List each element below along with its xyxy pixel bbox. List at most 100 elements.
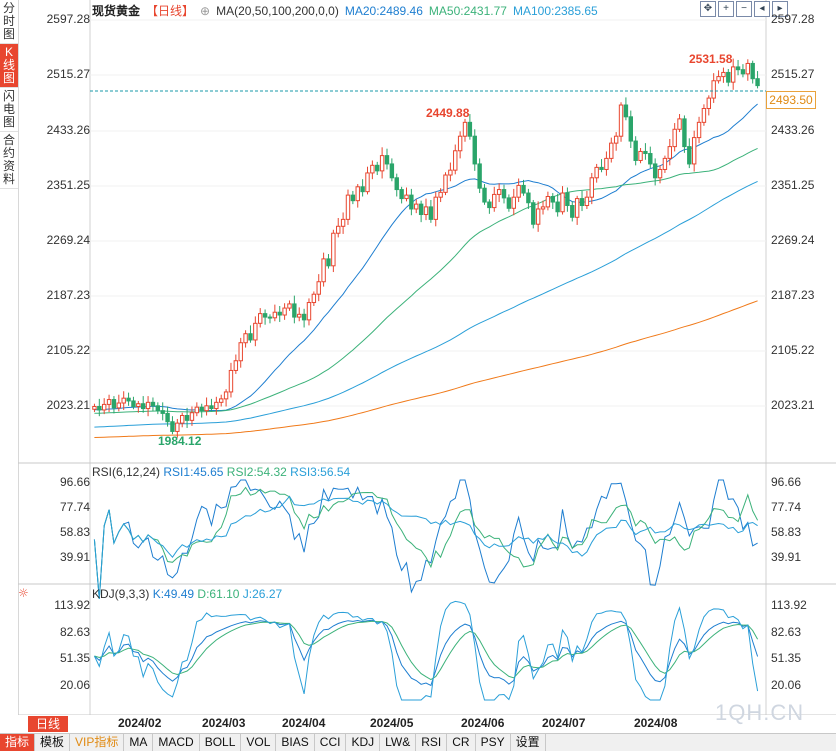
- candle-body: [170, 421, 175, 432]
- candle-body: [623, 104, 629, 118]
- price-tick-right: 2023.21: [771, 398, 815, 412]
- price-tick-right: 2597.28: [771, 12, 815, 26]
- candle-body: [204, 405, 209, 412]
- candle-body: [384, 155, 390, 165]
- tab-boll[interactable]: BOLL: [200, 734, 242, 751]
- rsi-tick-right: 58.83: [771, 525, 802, 539]
- candle-body: [277, 311, 282, 316]
- tab-contract-info[interactable]: 合约资料: [0, 132, 18, 189]
- tab-vol[interactable]: VOL: [241, 734, 277, 751]
- tab-rsi[interactable]: RSI: [416, 734, 448, 751]
- candle-body: [155, 405, 161, 412]
- time-axis: 2024/02 2024/03 2024/04 2024/05 2024/06 …: [18, 715, 836, 733]
- candle-body: [209, 405, 214, 410]
- tab-cci[interactable]: CCI: [315, 734, 347, 751]
- month-label: 2024/02: [118, 716, 162, 730]
- candle-body: [589, 177, 594, 198]
- candle-body: [755, 78, 760, 87]
- add-icon[interactable]: ⊕: [200, 4, 211, 18]
- tab-macd[interactable]: MACD: [153, 734, 200, 751]
- candle-body: [628, 116, 633, 142]
- kdj-tick-right: 20.06: [771, 678, 802, 692]
- price-tick-right: 2105.22: [771, 343, 815, 357]
- j-line: [93, 600, 759, 701]
- tab-psy[interactable]: PSY: [476, 734, 511, 751]
- zoom-out-icon[interactable]: −: [736, 1, 752, 17]
- candle-body: [243, 333, 248, 344]
- rsi-tick-right: 39.91: [771, 550, 802, 564]
- candle-body: [175, 422, 180, 432]
- price-tick-left: 2433.26: [46, 123, 90, 137]
- price-tick-right: 2351.25: [771, 178, 815, 192]
- candle-body: [652, 163, 658, 179]
- candle-body: [282, 307, 287, 316]
- tab-cr[interactable]: CR: [447, 734, 476, 751]
- zoom-in-icon[interactable]: +: [718, 1, 734, 17]
- price-tick-left: 2023.21: [46, 398, 90, 412]
- month-label: 2024/06: [461, 716, 505, 730]
- candles: [92, 58, 760, 438]
- candle-body: [638, 150, 643, 161]
- period-button[interactable]: 日线: [28, 716, 68, 732]
- candle-body: [248, 333, 253, 341]
- candle-body: [599, 166, 604, 170]
- month-label: 2024/03: [202, 716, 246, 730]
- tab-kdj[interactable]: KDJ: [346, 734, 381, 751]
- candle-body: [375, 164, 380, 172]
- rsi-lines: [93, 479, 759, 599]
- kline-chart[interactable]: 2449.88 2531.58 1984.12 ☼: [0, 0, 836, 715]
- candle-body: [521, 184, 526, 194]
- tab-timeshare[interactable]: 分时图: [0, 0, 18, 44]
- month-label: 2024/07: [542, 716, 586, 730]
- tab-templates[interactable]: 模板: [35, 734, 71, 751]
- candle-body: [101, 403, 107, 411]
- candle-body: [267, 316, 273, 319]
- rsi1-line: [93, 479, 758, 599]
- candle-body: [258, 313, 263, 324]
- grid: [90, 19, 766, 407]
- candle-body: [306, 302, 312, 321]
- tab-indicators[interactable]: 指标: [0, 734, 36, 751]
- tab-vip-indicators[interactable]: VIP指标: [70, 734, 125, 751]
- candle-body: [394, 177, 399, 191]
- price-tick-right: 2515.27: [771, 67, 815, 81]
- candle-body: [545, 196, 551, 208]
- candle-body: [409, 194, 414, 210]
- candle-body: [472, 135, 477, 165]
- candle-body: [613, 135, 619, 144]
- candle-body: [618, 104, 624, 137]
- tab-lwr[interactable]: LW&: [380, 734, 417, 751]
- month-label: 2024/08: [634, 716, 678, 730]
- tab-kline[interactable]: K线图: [0, 44, 18, 88]
- candle-body: [116, 402, 122, 409]
- price-tick-left: 2187.23: [46, 288, 90, 302]
- settings-sun-icon[interactable]: ☼: [18, 586, 29, 600]
- candle-body: [579, 198, 585, 207]
- rsi-tick-left: 39.91: [59, 550, 90, 564]
- ma50-value: MA50:2431.77: [428, 4, 507, 18]
- scroll-left-icon[interactable]: ◂: [754, 1, 770, 17]
- rsi2-line: [93, 486, 759, 599]
- k-line: [94, 619, 759, 687]
- candle-body: [136, 403, 141, 407]
- kdj-params[interactable]: KDJ(9,3,3): [92, 587, 150, 601]
- tab-ma[interactable]: MA: [124, 734, 154, 751]
- scroll-right-icon[interactable]: ▸: [772, 1, 788, 17]
- move-icon[interactable]: ✥: [700, 1, 716, 17]
- tab-settings[interactable]: 设置: [511, 734, 546, 751]
- tab-bias[interactable]: BIAS: [276, 734, 315, 751]
- d-value: D:61.10: [197, 587, 240, 601]
- candle-body: [735, 66, 741, 71]
- candle-body: [404, 194, 409, 200]
- rsi-params[interactable]: RSI(6,12,24): [92, 465, 161, 479]
- kdj-lines: [93, 600, 759, 701]
- candle-body: [238, 342, 243, 362]
- ma-params[interactable]: MA(20,50,100,200,0,0): [216, 4, 339, 18]
- candle-body: [233, 360, 239, 371]
- tab-flash[interactable]: 闪电图: [0, 88, 18, 132]
- candle-body: [687, 146, 692, 165]
- candle-body: [311, 293, 317, 304]
- candle-body: [199, 406, 204, 412]
- candle-body: [750, 62, 755, 80]
